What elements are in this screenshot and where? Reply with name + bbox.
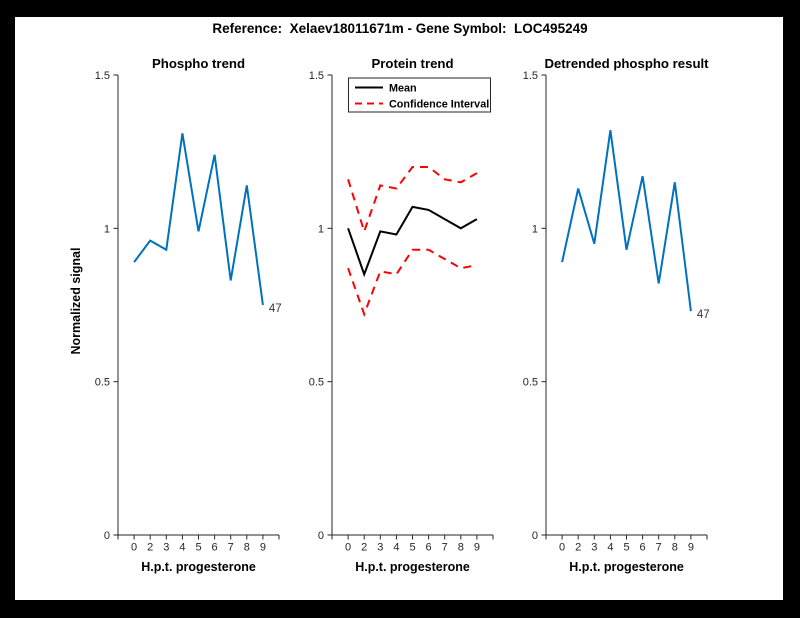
x-tick-label: 9 bbox=[688, 542, 694, 554]
y-tick-label: 1 bbox=[318, 223, 324, 235]
axis-spines bbox=[117, 75, 279, 536]
x-tick-label: 2 bbox=[147, 542, 153, 554]
subplot-title: Detrended phospho result bbox=[544, 56, 709, 71]
series-line-confidence-interval-upper bbox=[347, 166, 478, 235]
x-tick-label: 0 bbox=[131, 542, 137, 554]
subplot-title: Phospho trend bbox=[152, 56, 245, 71]
x-tick-label: 9 bbox=[260, 542, 266, 554]
series-line-mean bbox=[347, 205, 478, 278]
series-end-label: 47 bbox=[269, 303, 282, 315]
figure-title: Reference: Xelaev18011671m - Gene Symbol… bbox=[212, 21, 588, 36]
x-tick-label: 3 bbox=[163, 542, 169, 554]
x-tick-label: 7 bbox=[442, 542, 448, 554]
x-tick-label: 8 bbox=[244, 542, 250, 554]
y-tick-label: 1.5 bbox=[523, 70, 538, 82]
y-tick-label: 1.5 bbox=[95, 70, 110, 82]
x-tick-label: 9 bbox=[474, 542, 480, 554]
series-line-phospho-signal bbox=[133, 133, 264, 306]
x-tick-label: 4 bbox=[179, 542, 185, 554]
figure-canvas bbox=[15, 17, 783, 600]
phospho-trend-chart: 0 2 3 4 5 6 7 8 900.511.5H.p.t. progesteronePhos… bbox=[95, 56, 282, 574]
x-axis-label: H.p.t. progesterone bbox=[569, 560, 684, 574]
series-line-confidence-interval-lower bbox=[347, 248, 478, 318]
x-tick-label: 3 bbox=[377, 542, 383, 554]
x-tick-label: 4 bbox=[393, 542, 399, 554]
legend-box bbox=[348, 77, 491, 113]
x-tick-label: 7 bbox=[656, 542, 662, 554]
x-tick-label: 4 bbox=[607, 542, 613, 554]
y-tick-label: 0 bbox=[532, 530, 538, 542]
x-tick-label: 7 bbox=[228, 542, 234, 554]
x-tick-label: 0 bbox=[345, 542, 351, 554]
series-end-label: 47 bbox=[697, 309, 710, 321]
axis-spines bbox=[331, 75, 493, 536]
x-tick-label: 8 bbox=[458, 542, 464, 554]
x-tick-label: 8 bbox=[672, 542, 678, 554]
series-line-detrended-phospho-signal bbox=[561, 130, 692, 312]
y-tick-label: 0.5 bbox=[523, 377, 538, 389]
x-tick-label: 2 bbox=[575, 542, 581, 554]
x-tick-label: 5 bbox=[195, 542, 201, 554]
legend-label-confidence-interval: Confidence Interval bbox=[389, 99, 489, 111]
x-axis-label: H.p.t. progesterone bbox=[355, 560, 470, 574]
detrended-phospho-chart: 0 2 3 4 5 6 7 8 900.511.5H.p.t. progesteroneDetr… bbox=[523, 56, 710, 574]
y-tick-label: 0 bbox=[318, 530, 324, 542]
x-axis-label: H.p.t. progesterone bbox=[141, 560, 256, 574]
x-tick-label: 3 bbox=[591, 542, 597, 554]
legend-label-mean: Mean bbox=[389, 83, 417, 95]
y-tick-label: 0 bbox=[104, 530, 110, 542]
protein-trend-chart: 0 2 3 4 5 6 7 8 900.511.5H.p.t. progesteroneProt… bbox=[309, 56, 494, 574]
x-tick-label: 6 bbox=[426, 542, 432, 554]
x-tick-label: 6 bbox=[640, 542, 646, 554]
y-tick-label: 1.5 bbox=[309, 70, 324, 82]
x-tick-label: 6 bbox=[212, 542, 218, 554]
x-tick-label: 5 bbox=[409, 542, 415, 554]
x-tick-label: 2 bbox=[361, 542, 367, 554]
y-tick-label: 1 bbox=[532, 223, 538, 235]
y-tick-label: 1 bbox=[104, 223, 110, 235]
subplot-title: Protein trend bbox=[371, 56, 453, 71]
x-tick-label: 0 bbox=[559, 542, 565, 554]
x-tick-label: 5 bbox=[623, 542, 629, 554]
y-tick-label: 0.5 bbox=[95, 377, 110, 389]
axis-spines bbox=[545, 75, 707, 536]
y-tick-label: 0.5 bbox=[309, 377, 324, 389]
